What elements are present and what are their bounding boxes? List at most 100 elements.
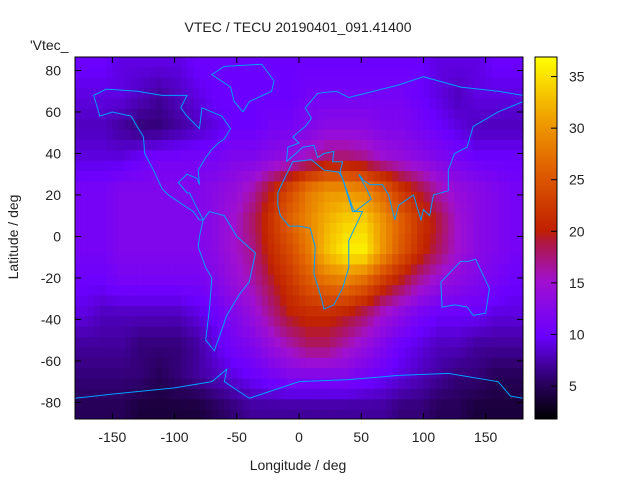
heatmap-cell — [373, 264, 381, 276]
heatmap-cell — [460, 326, 468, 338]
heatmap-cell — [323, 357, 331, 369]
heatmap-cell — [211, 150, 219, 162]
heatmap-cell — [75, 108, 82, 120]
heatmap-cell — [516, 160, 524, 172]
heatmap-cell — [323, 274, 331, 286]
heatmap-cell — [93, 57, 101, 68]
heatmap-cell — [81, 378, 88, 390]
heatmap-cell — [249, 347, 256, 359]
heatmap-cell — [379, 285, 387, 297]
heatmap-cell — [205, 191, 213, 203]
heatmap-cell — [81, 150, 88, 162]
heatmap-cell — [99, 171, 107, 182]
heatmap-cell — [392, 357, 400, 369]
heatmap-cell — [348, 305, 356, 317]
heatmap-cell — [467, 108, 474, 120]
heatmap-cell — [479, 285, 487, 297]
coastline — [74, 367, 524, 399]
heatmap-cell — [286, 368, 294, 380]
heatmap-cell — [162, 409, 169, 420]
heatmap-cell — [448, 119, 456, 131]
heatmap-cell — [485, 399, 493, 411]
heatmap-cell — [386, 171, 393, 182]
heatmap-cell — [99, 67, 107, 79]
heatmap-cell — [75, 399, 82, 411]
heatmap-cell — [205, 368, 213, 380]
heatmap-cell — [448, 212, 456, 224]
heatmap-cell — [442, 67, 449, 79]
heatmap-cell — [292, 243, 300, 255]
heatmap-cell — [193, 108, 200, 120]
heatmap-cell — [249, 181, 256, 193]
heatmap-cell — [106, 378, 113, 390]
heatmap-cell — [355, 388, 362, 400]
heatmap-cell — [193, 171, 200, 182]
heatmap-cell — [442, 150, 449, 162]
heatmap-cell — [249, 254, 256, 265]
heatmap-cell — [112, 98, 120, 110]
heatmap-cell — [106, 57, 113, 68]
heatmap-cell — [261, 368, 269, 380]
heatmap-cell — [516, 347, 524, 359]
heatmap-cell — [168, 129, 176, 141]
heatmap-cell — [367, 77, 375, 89]
heatmap-cell — [485, 181, 493, 193]
heatmap-cell — [149, 129, 157, 141]
heatmap-cell — [168, 337, 176, 348]
heatmap-cell — [423, 160, 431, 172]
heatmap-cell — [429, 254, 437, 265]
heatmap-cell — [243, 88, 250, 99]
heatmap-cell — [305, 254, 312, 265]
heatmap-cell — [454, 285, 462, 297]
heatmap-cell — [162, 337, 169, 348]
heatmap-cell — [255, 191, 263, 203]
heatmap-cell — [137, 77, 144, 89]
heatmap-cell — [174, 337, 182, 348]
heatmap-cell — [361, 150, 368, 162]
heatmap-cell — [361, 357, 368, 369]
heatmap-cell — [218, 254, 225, 265]
heatmap-cell — [81, 181, 88, 193]
heatmap-cell — [280, 295, 288, 307]
heatmap-cell — [510, 139, 518, 151]
heatmap-cell — [143, 57, 151, 68]
heatmap-cell — [199, 388, 207, 400]
heatmap-cell — [124, 150, 132, 162]
heatmap-cell — [355, 347, 362, 359]
heatmap-cell — [323, 129, 331, 141]
heatmap-cell — [311, 388, 319, 400]
heatmap-cell — [373, 67, 381, 79]
heatmap-cell — [187, 139, 194, 151]
heatmap-cell — [498, 212, 505, 224]
heatmap-cell — [255, 160, 263, 172]
heatmap-cell — [205, 98, 213, 110]
heatmap-cell — [236, 378, 244, 390]
heatmap-cell — [218, 305, 225, 317]
heatmap-cell — [435, 212, 443, 224]
heatmap-cell — [323, 77, 331, 89]
heatmap-cell — [355, 378, 362, 390]
heatmap-cell — [230, 181, 238, 193]
heatmap-cell — [361, 212, 368, 224]
heatmap-cell — [342, 285, 350, 297]
heatmap-cell — [211, 316, 219, 328]
heatmap-cell — [155, 264, 163, 276]
heatmap-cell — [106, 347, 113, 359]
heatmap-cell — [243, 202, 250, 214]
heatmap-cell — [429, 67, 437, 79]
heatmap-cell — [404, 171, 412, 182]
heatmap-cell — [417, 399, 424, 411]
heatmap-cell — [323, 388, 331, 400]
heatmap-cell — [467, 233, 474, 245]
heatmap-cell — [404, 305, 412, 317]
heatmap-cell — [99, 119, 107, 131]
heatmap-cell — [255, 368, 263, 380]
heatmap-cell — [137, 409, 144, 420]
heatmap-cell — [174, 77, 182, 89]
heatmap-cell — [460, 378, 468, 390]
heatmap-cell — [87, 108, 95, 120]
heatmap-cell — [187, 378, 194, 390]
heatmap-cell — [336, 67, 344, 79]
heatmap-cell — [199, 202, 207, 214]
heatmap-cell — [99, 337, 107, 348]
